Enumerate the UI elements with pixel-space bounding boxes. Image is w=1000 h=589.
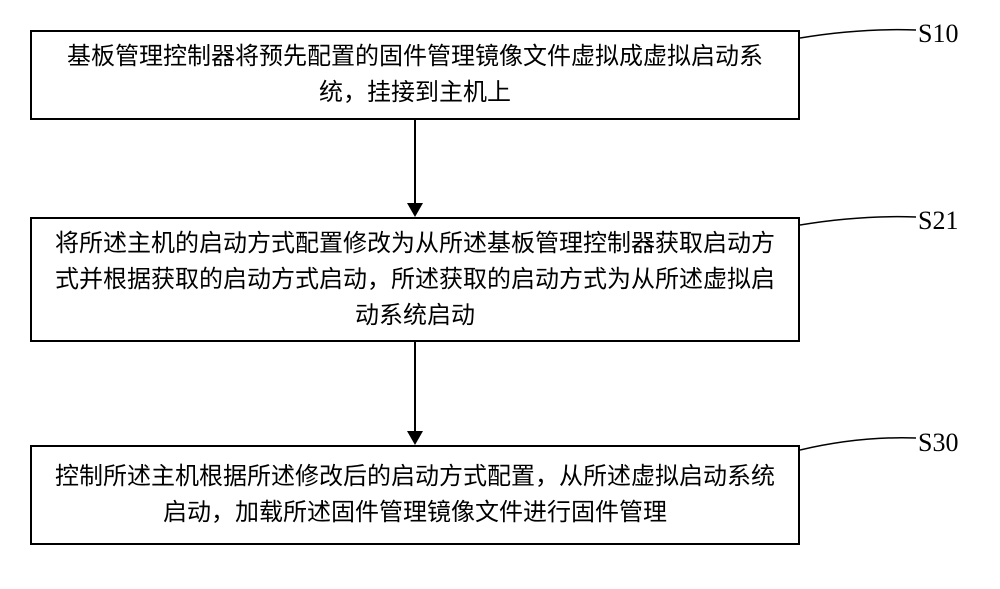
arrow-head-icon xyxy=(407,203,423,217)
flow-label-s21: S21 xyxy=(918,206,958,236)
flow-node-text: 基板管理控制器将预先配置的固件管理镜像文件虚拟成虚拟启动系统，挂接到主机上 xyxy=(52,39,778,111)
flow-arrow xyxy=(414,342,416,431)
flow-label-s10: S10 xyxy=(918,19,958,49)
flow-node-text: 控制所述主机根据所述修改后的启动方式配置，从所述虚拟启动系统启动，加载所述固件管… xyxy=(52,459,778,531)
flow-node-s10: 基板管理控制器将预先配置的固件管理镜像文件虚拟成虚拟启动系统，挂接到主机上 xyxy=(30,30,800,120)
arrow-head-icon xyxy=(407,431,423,445)
leader-line xyxy=(800,207,920,237)
flow-node-text: 将所述主机的启动方式配置修改为从所述基板管理控制器获取启动方式并根据获取的启动方… xyxy=(52,226,778,334)
flow-label-s30: S30 xyxy=(918,428,958,458)
flow-node-s21: 将所述主机的启动方式配置修改为从所述基板管理控制器获取启动方式并根据获取的启动方… xyxy=(30,217,800,342)
flow-node-s30: 控制所述主机根据所述修改后的启动方式配置，从所述虚拟启动系统启动，加载所述固件管… xyxy=(30,445,800,545)
leader-line xyxy=(800,20,920,50)
flow-arrow xyxy=(414,120,416,203)
leader-line xyxy=(800,430,920,460)
